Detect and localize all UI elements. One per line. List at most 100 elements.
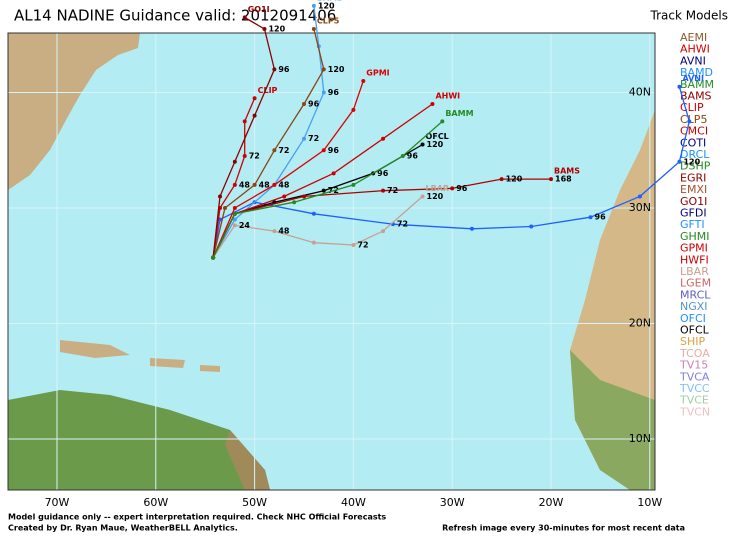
- lat-label: 20N: [629, 317, 651, 330]
- footer-refresh: Refresh image every 30-minutes for most …: [442, 524, 685, 533]
- track-point: [499, 177, 504, 182]
- track-point: [211, 255, 216, 260]
- track-point: [321, 90, 326, 95]
- track-model-label: BAMD: [317, 0, 344, 2]
- forecast-hour-label: 48: [278, 227, 290, 236]
- legend-entry: TVCE: [679, 394, 709, 407]
- track-point: [232, 206, 237, 210]
- track-model-label: AVNI: [682, 74, 704, 83]
- legend-entry: LGEM: [680, 277, 711, 290]
- track-point: [232, 217, 237, 222]
- track-point: [272, 148, 277, 153]
- track-point: [420, 142, 425, 147]
- forecast-hour-label: 120: [328, 65, 345, 74]
- forecast-hour-label: 72: [387, 186, 398, 195]
- forecast-hour-label: 72: [357, 240, 368, 249]
- legend-entry: BAMM: [680, 78, 714, 91]
- track-point: [361, 78, 366, 83]
- track-line: [212, 86, 690, 258]
- lat-label: 10N: [629, 432, 651, 445]
- track-point: [351, 107, 356, 112]
- track-point: [232, 223, 237, 228]
- track-point: [252, 182, 257, 187]
- forecast-hour-label: 48: [259, 180, 271, 189]
- forecast-hour-label: 72: [278, 146, 289, 155]
- track-point: [282, 194, 287, 199]
- footer-credit: Created by Dr. Ryan Maue, WeatherBELL An…: [8, 524, 238, 533]
- track-point: [430, 102, 435, 107]
- legend-entry: OFCL: [680, 324, 710, 337]
- forecast-hour-label: 120: [318, 1, 335, 10]
- legend-entry: NGXI: [680, 300, 708, 313]
- lon-label: 10W: [637, 496, 662, 509]
- forecast-hour-label: 96: [328, 88, 340, 97]
- legend-entry: EGRI: [680, 171, 706, 184]
- legend-entry: GPMI: [680, 242, 708, 255]
- track-point: [450, 186, 455, 191]
- forecast-hour-label: 96: [308, 100, 320, 109]
- track-point: [272, 182, 277, 187]
- track-point: [321, 67, 326, 72]
- forecast-hour-label: 96: [377, 169, 389, 178]
- legend-entry: TVCA: [679, 370, 710, 383]
- track-point: [311, 26, 316, 31]
- track-point: [381, 188, 386, 193]
- track-model-label: CLIP: [258, 86, 278, 95]
- track-model-label: GPMI: [366, 68, 389, 77]
- lon-label: 40W: [341, 496, 366, 509]
- legend-entry: SHIP: [680, 335, 705, 348]
- track-line: [212, 98, 256, 258]
- track-point: [302, 102, 306, 107]
- forecast-hour-label: 48: [278, 180, 290, 189]
- track-line: [212, 80, 364, 258]
- track-point: [440, 119, 445, 124]
- forecast-hour-label: 24: [239, 221, 251, 230]
- track-point: [242, 15, 247, 20]
- track-model-label: AHWI: [435, 92, 460, 101]
- legend-entry: HWFI: [680, 253, 709, 266]
- track-point: [677, 84, 682, 89]
- forecast-hour-label: 96: [407, 152, 419, 161]
- track-model-label: OFCL: [426, 132, 449, 141]
- track-point: [232, 182, 237, 187]
- forecast-hour-label: 120: [683, 157, 700, 166]
- map-base: [8, 33, 655, 490]
- caribbean: [60, 340, 220, 372]
- map-frame: [7, 32, 656, 491]
- legend-entry: GO1I: [680, 195, 707, 208]
- track-model-label: BAMS: [554, 167, 580, 176]
- track-point: [677, 159, 682, 164]
- forecast-hour-label: 120: [427, 140, 444, 149]
- track-point: [588, 215, 593, 220]
- track-point: [302, 136, 306, 141]
- lat-label: 40N: [629, 86, 651, 99]
- forecast-hour-label: 96: [595, 213, 607, 222]
- forecast-hour-label: 48: [239, 180, 251, 189]
- legend-title: Track Models: [650, 9, 729, 23]
- forecast-hour-label: 72: [397, 220, 408, 229]
- lon-label: 20W: [539, 496, 564, 509]
- track-point: [549, 177, 553, 182]
- track-line: [212, 120, 443, 258]
- forecast-hour-label: 120: [427, 192, 444, 201]
- track-point: [687, 119, 692, 124]
- legend-entry: TVCC: [679, 382, 710, 395]
- forecast-hour-label: 72: [249, 152, 260, 161]
- lat-label: 30N: [629, 201, 651, 214]
- legend-entry: TV15: [679, 359, 708, 372]
- track-point: [218, 194, 223, 199]
- track-point: [420, 194, 425, 199]
- track-point: [321, 188, 326, 193]
- track-point: [311, 211, 316, 216]
- lon-label: 30W: [440, 496, 465, 509]
- track-point: [242, 119, 247, 124]
- legend-entry: GHMI: [680, 230, 710, 243]
- track-point: [469, 226, 474, 231]
- legend-entry: BAMD: [680, 66, 713, 79]
- track-point: [400, 154, 405, 159]
- legend-entry: BAMS: [680, 90, 712, 103]
- legend-entry: GFTI: [680, 218, 705, 231]
- legend-entry: GFDI: [680, 207, 707, 220]
- lon-label: 70W: [45, 496, 70, 509]
